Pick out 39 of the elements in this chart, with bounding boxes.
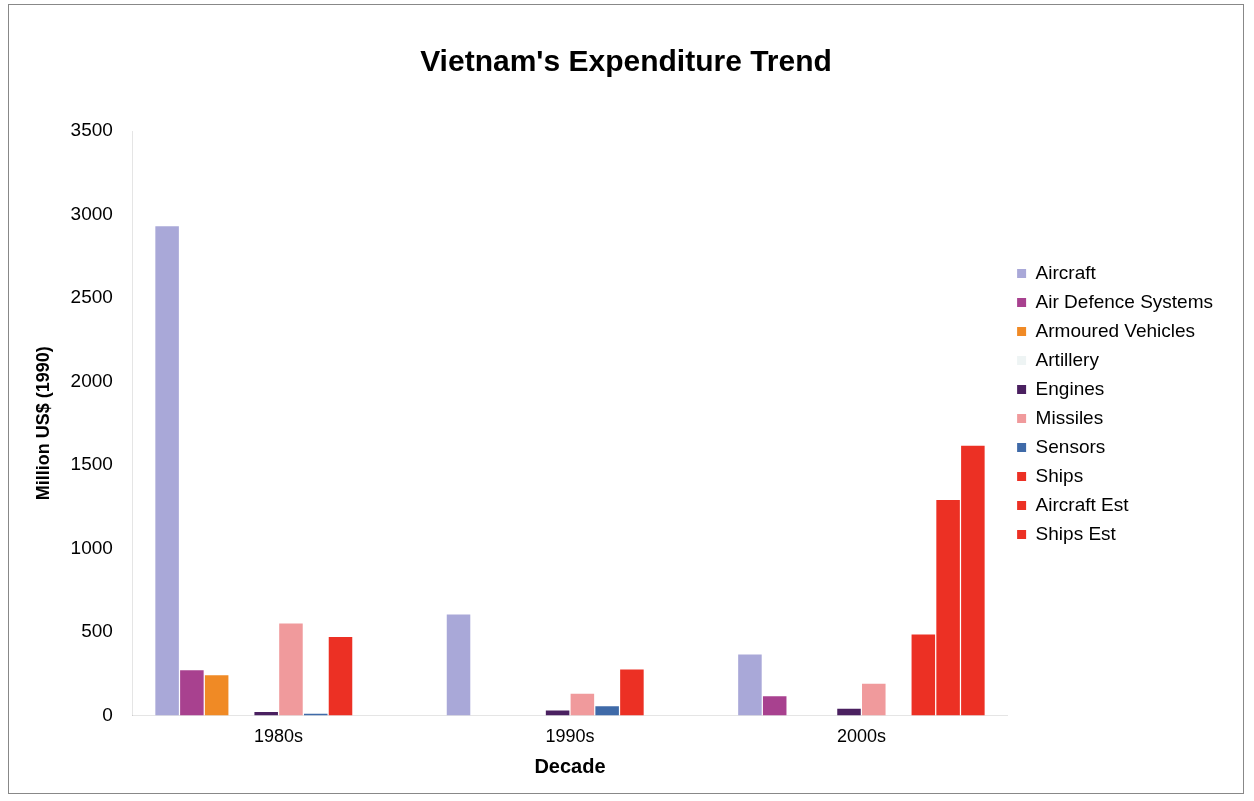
legend-label: Missiles [1035,406,1104,428]
bar [545,710,570,716]
bar [204,675,229,716]
y-tick-label: 2000 [70,369,113,391]
bar [328,636,353,716]
x-tick-label: 1990s [545,726,595,747]
legend-label: Sensors [1035,435,1106,457]
bar [762,696,787,716]
y-tick-label: 1500 [70,453,113,475]
bar [254,712,278,716]
y-tick-label: 2500 [70,286,113,308]
bar [180,670,204,716]
legend-label: Aircraft Est [1035,493,1130,515]
y-tick-label: 500 [81,620,113,642]
x-tick-label: 2000s [836,726,886,747]
legend-label: Air Defence Systems [1035,290,1214,312]
y-tick-label: 3500 [70,119,113,141]
legend-label: Armoured Vehicles [1035,319,1196,341]
bar [279,623,303,716]
bar [862,683,886,716]
bar [595,706,619,716]
x-axis-title: Decade [534,754,606,777]
y-axis-title: Million US$ (1990) [32,346,53,501]
y-tick-label: 1000 [70,536,113,558]
x-tick-label: 1980s [254,726,304,747]
bar [570,693,595,716]
legend-label: Aircraft [1035,261,1097,283]
chart-title: Vietnam's Expenditure Trend [420,44,832,78]
legend-label: Engines [1035,377,1105,399]
legend-label: Artillery [1035,348,1100,370]
legend-label: Ships Est [1035,522,1117,544]
bar [155,226,179,716]
bar [837,708,861,716]
bar [446,614,471,716]
bar [738,654,762,716]
bar [620,669,644,716]
y-tick-label: 3000 [70,202,113,224]
legend-label: Ships [1035,464,1084,486]
y-tick-label: 0 [102,703,113,725]
